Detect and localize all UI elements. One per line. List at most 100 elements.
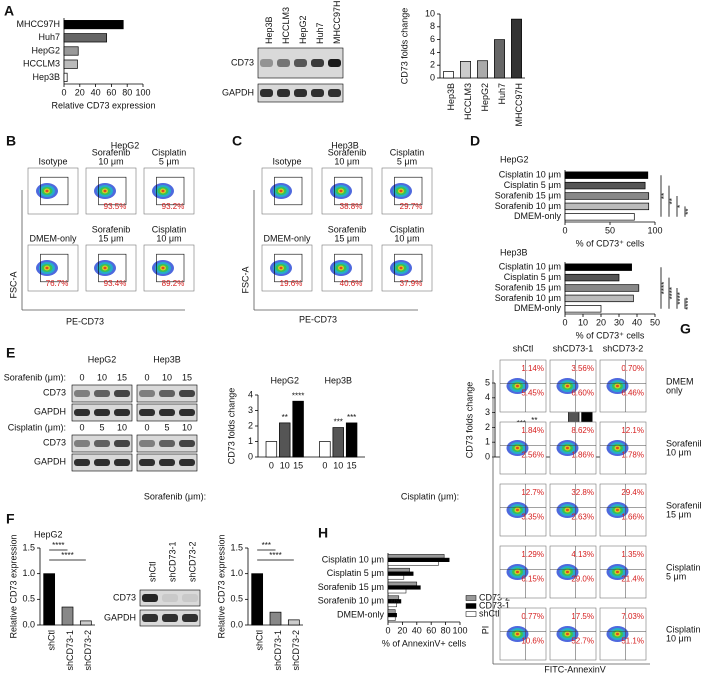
bar: [319, 441, 331, 458]
gate: [156, 253, 185, 283]
gate: [98, 176, 127, 206]
category-label: Cisplatin 5 μm: [327, 568, 384, 578]
percent-label: 1.78%: [621, 451, 644, 460]
significance-label: ****: [269, 551, 281, 560]
blot-band: [159, 459, 175, 466]
density-blob: [103, 266, 107, 270]
y-tick-label: 2: [430, 60, 435, 70]
blot-band: [114, 390, 130, 397]
chart-title: Hep3B: [500, 247, 528, 257]
x-axis-label: Sorafenib (μm):: [144, 491, 206, 501]
panel-label: D: [470, 133, 480, 149]
lane-label: HCCLM3: [281, 7, 291, 44]
blot-band: [162, 594, 178, 602]
percent-label: 3.56%: [571, 364, 594, 373]
blot-band: [311, 59, 324, 67]
blot-band: [294, 59, 307, 67]
panel-label: F: [6, 511, 15, 527]
y-axis-label: Relative CD73 expression: [8, 534, 18, 638]
y-tick-label: 8: [430, 21, 435, 31]
x-axis-label: % of AnnexinV+ cells: [382, 638, 467, 648]
density-blob: [161, 266, 165, 270]
y-tick-label: 1.0: [22, 568, 35, 578]
lane-label: Hep3B: [264, 16, 274, 44]
plot-label: Sorafenib: [328, 147, 367, 157]
density-blob: [615, 384, 619, 388]
category-label: Sorafenib 10 μm: [495, 201, 561, 211]
treatment-label: Cisplatin (μm):: [8, 422, 66, 432]
density-blob: [399, 266, 403, 270]
bar: [63, 72, 68, 82]
gate: [394, 253, 423, 283]
y-tick-label: 1.0: [230, 568, 243, 578]
density-blob: [615, 570, 619, 574]
row-label: Cisplatin: [666, 624, 701, 634]
significance-label: ****: [292, 391, 304, 400]
x-tick-label: 20: [397, 625, 407, 635]
legend-swatch: [465, 595, 477, 601]
plot-label: 10 μm: [334, 156, 359, 166]
category-label: Huh7: [497, 83, 507, 105]
bar: [564, 181, 646, 190]
percent-label: 40.6%: [340, 279, 363, 288]
plot-label: DMEM-only: [263, 233, 311, 243]
plot-label: Cisplatin: [390, 224, 425, 234]
column-label: shCD73-2: [603, 343, 644, 353]
percent-label: 1.66%: [621, 513, 644, 522]
category-label: Hep3B: [446, 83, 456, 111]
category-label: 10: [280, 460, 290, 470]
group-label: HepG2: [270, 375, 299, 385]
lane-label: MHCC97H: [332, 0, 342, 44]
lane-label: HepG2: [298, 15, 308, 44]
gate: [334, 253, 363, 283]
bar: [332, 427, 344, 458]
lane-label: shCD73-2: [187, 541, 197, 582]
percent-label: 6.15%: [521, 575, 544, 584]
significance-label: ****: [660, 282, 669, 294]
y-tick-label: 4: [248, 389, 253, 399]
category-label: 10: [333, 460, 343, 470]
category-label: Cisplatin 10 μm: [499, 262, 561, 272]
x-tick-label: 80: [122, 87, 132, 97]
y-tick-label: 1.5: [230, 542, 243, 552]
density-blob: [339, 189, 343, 193]
density-blob: [515, 446, 519, 450]
category-label: shCD73-1: [273, 630, 283, 671]
y-axis-label: PI: [480, 626, 490, 635]
row-label: 15 μm: [666, 509, 691, 519]
plot-label: DMEM-only: [29, 233, 77, 243]
row-label: CD73: [113, 592, 136, 602]
category-label: 0: [269, 460, 274, 470]
blot-band: [142, 594, 158, 602]
bar: [387, 571, 414, 576]
category-label: Sorafenib 10 μm: [495, 293, 561, 303]
bar: [251, 573, 264, 626]
blot-band: [159, 409, 175, 416]
bar: [387, 585, 421, 590]
bar: [63, 20, 124, 30]
percent-label: 7.03%: [621, 612, 644, 621]
y-tick-label: 2: [485, 422, 490, 432]
bar: [387, 554, 445, 559]
bar: [387, 613, 397, 618]
percent-label: 93.5%: [104, 202, 127, 211]
blot-band: [162, 614, 178, 622]
plot-label: 5 μm: [397, 156, 417, 166]
x-tick-label: 10: [578, 317, 588, 327]
bar: [287, 619, 300, 626]
lane-label: 10: [117, 422, 127, 432]
x-axis-label: FITC-AnnexinV: [544, 664, 606, 674]
y-tick-label: 4: [430, 47, 435, 57]
category-label: Sorafenib 15 μm: [495, 282, 561, 292]
plot-label: 10 μm: [156, 233, 181, 243]
plot-label: Sorafenib: [92, 224, 131, 234]
row-label: Sorafenib: [666, 438, 701, 448]
density-blob: [565, 446, 569, 450]
category-label: 15: [293, 460, 303, 470]
lane-label: 10: [182, 422, 192, 432]
lane-label: 5: [164, 422, 169, 432]
blot-band: [277, 89, 290, 97]
significance-label: ***: [262, 541, 271, 550]
category-label: shCtl: [255, 630, 265, 651]
bar: [387, 589, 407, 594]
